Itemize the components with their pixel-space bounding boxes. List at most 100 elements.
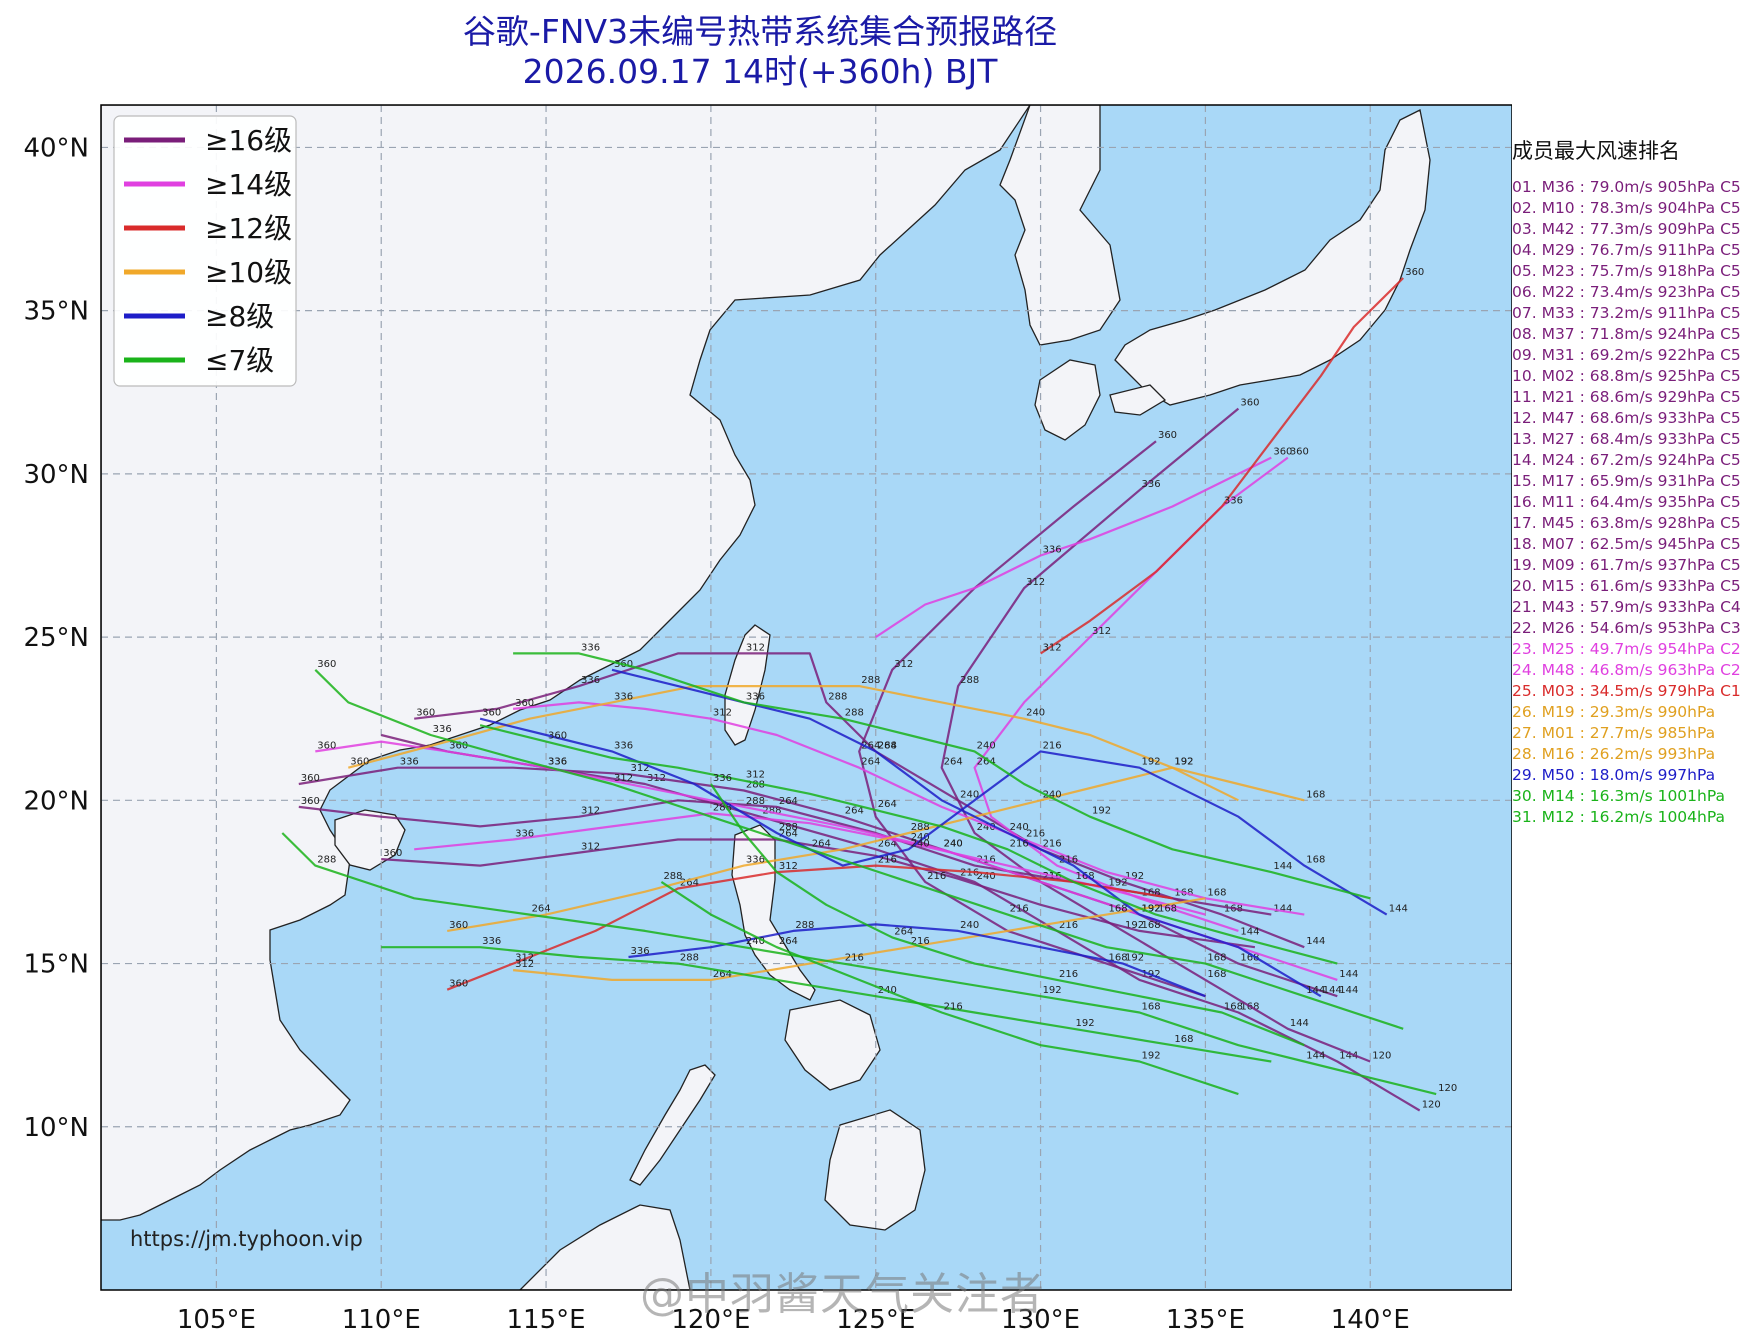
max-wind-ranking: 成员最大风速排名 01. M36 : 79.0m/s 905hPa C5 02. … <box>1512 135 1757 828</box>
forecast-hour-label: 336 <box>630 946 649 957</box>
forecast-hour-label: 192 <box>1125 871 1144 882</box>
palawan-island <box>629 1064 716 1186</box>
forecast-hour-label: 144 <box>1273 861 1292 872</box>
legend-label: ≥16级 <box>205 124 292 157</box>
forecast-hour-label: 216 <box>911 936 930 947</box>
forecast-hour-label: 216 <box>944 1002 963 1013</box>
forecast-hour-label: 336 <box>614 740 633 751</box>
ranking-item: 03. M42 : 77.3m/s 909hPa C5 <box>1512 220 1741 238</box>
forecast-hour-label: 240 <box>1010 822 1029 833</box>
forecast-hour-label: 336 <box>515 829 534 840</box>
forecast-hour-label: 168 <box>1207 969 1226 980</box>
forecast-hour-label: 192 <box>1141 904 1160 915</box>
forecast-hour-label: 240 <box>944 838 963 849</box>
lat-label: 10°N <box>23 1113 89 1143</box>
axis-labels: 40°N 35°N 30°N 25°N 20°N 15°N 10°N 105°E 110°E 11… <box>23 133 1409 1335</box>
forecast-hour-label: 168 <box>1076 871 1095 882</box>
ranking-item: 10. M02 : 68.8m/s 925hPa C5 <box>1512 367 1741 385</box>
forecast-hour-label: 144 <box>1306 936 1325 947</box>
forecast-hour-label: 360 <box>317 740 336 751</box>
forecast-hour-label: 336 <box>548 757 567 768</box>
forecast-hour-label: 360 <box>383 848 402 859</box>
forecast-hour-label: 216 <box>927 871 946 882</box>
forecast-track <box>381 946 1272 1063</box>
forecast-hour-label: 264 <box>944 757 963 768</box>
forecast-track <box>513 652 1371 900</box>
forecast-hour-label: 288 <box>795 920 814 931</box>
forecast-hour-label: 360 <box>350 757 369 768</box>
forecast-hour-label: 312 <box>746 770 765 781</box>
forecast-hour-label: 360 <box>482 708 501 719</box>
forecast-track <box>858 440 1206 998</box>
forecast-hour-label: 168 <box>1174 1034 1193 1045</box>
forecast-hour-label: 216 <box>1010 838 1029 849</box>
forecast-hour-label: 288 <box>680 953 699 964</box>
lon-label: 120°E <box>671 1305 750 1335</box>
forecast-hour-label: 312 <box>581 842 600 853</box>
forecast-hour-label: 168 <box>1158 904 1177 915</box>
lat-label: 40°N <box>23 133 89 163</box>
forecast-hour-label: 288 <box>845 708 864 719</box>
forecast-hour-label: 168 <box>1207 887 1226 898</box>
forecast-hour-label: 336 <box>1224 496 1243 507</box>
ranking-item: 20. M15 : 61.6m/s 933hPa C5 <box>1512 577 1741 595</box>
forecast-hour-label: 216 <box>845 953 864 964</box>
forecast-hour-label: 192 <box>1141 904 1160 915</box>
forecast-hour-label: 240 <box>944 838 963 849</box>
forecast-hour-label: 288 <box>861 675 880 686</box>
forecast-hour-label: 240 <box>1043 789 1062 800</box>
forecast-track <box>314 669 1404 1030</box>
visayas-islands <box>784 999 881 1091</box>
forecast-hour-label: 288 <box>828 691 847 702</box>
forecast-track <box>512 897 1206 981</box>
legend-box: ≥16级 ≥14级 ≥12级 ≥10级 ≥8级 ≤7级 <box>113 115 297 387</box>
ranking-item: 28. M16 : 26.2m/s 993hPa <box>1512 745 1716 763</box>
ranking-item: 08. M37 : 71.8m/s 924hPa C5 <box>1512 325 1741 343</box>
forecast-hour-label: 264 <box>845 806 864 817</box>
forecast-hour-label: 216 <box>1010 904 1029 915</box>
forecast-hour-label: 120 <box>1438 1083 1457 1094</box>
watermark: @中羽酱天气关注者 <box>640 1269 1045 1320</box>
forecast-hour-label: 216 <box>1059 969 1078 980</box>
forecast-hour-label: 240 <box>1026 708 1045 719</box>
source-url[interactable]: https://jm.typhoon.vip <box>130 1227 363 1251</box>
forecast-hour-label: 144 <box>1306 985 1325 996</box>
forecast-track <box>875 456 1272 639</box>
forecast-hour-label: 336 <box>1043 544 1062 555</box>
forecast-hour-label: 288 <box>746 780 765 791</box>
forecast-hour-label: 216 <box>1043 838 1062 849</box>
lat-label: 15°N <box>23 950 89 980</box>
forecast-hour-label: 192 <box>1125 953 1144 964</box>
forecast-hour-label: 288 <box>911 822 930 833</box>
ranking-item: 05. M23 : 75.7m/s 918hPa C5 <box>1512 262 1741 280</box>
forecast-track <box>611 668 1322 998</box>
lat-label: 25°N <box>23 623 89 653</box>
forecast-hour-label: 264 <box>680 877 699 888</box>
forecast-hour-label: 216 <box>1026 829 1045 840</box>
ranking-item: 07. M33 : 73.2m/s 911hPa C5 <box>1512 304 1741 322</box>
lat-label: 35°N <box>23 297 89 327</box>
ranking-item: 15. M17 : 65.9m/s 931hPa C5 <box>1512 472 1741 490</box>
hainan-island <box>334 809 406 871</box>
lon-label: 125°E <box>836 1305 915 1335</box>
forecast-hour-label: 240 <box>977 871 996 882</box>
forecast-hour-label: 168 <box>1240 953 1259 964</box>
forecast-hour-label: 264 <box>861 757 880 768</box>
legend-label: ≤7级 <box>205 344 274 377</box>
forecast-hour-label: 312 <box>515 953 534 964</box>
forecast-hour-label: 360 <box>515 698 534 709</box>
forecast-hour-label: 312 <box>614 773 633 784</box>
forecast-hour-label: 192 <box>1141 1050 1160 1061</box>
ranking-item: 22. M26 : 54.6m/s 953hPa C3 <box>1512 619 1741 637</box>
forecast-hour-label: 336 <box>433 724 452 735</box>
forecast-hour-label: 360 <box>1290 447 1309 458</box>
forecast-hour-label: 120 <box>1372 1050 1391 1061</box>
track-map: 1201441681922162402642883123363601201441… <box>23 104 1512 1335</box>
forecast-hour-label: 312 <box>894 659 913 670</box>
forecast-hour-label: 336 <box>746 855 765 866</box>
forecast-hour-label: 360 <box>1158 430 1177 441</box>
forecast-hour-label: 192 <box>1076 1018 1095 1029</box>
forecast-hour-label: 288 <box>746 796 765 807</box>
ranking-list: 01. M36 : 79.0m/s 905hPa C5 02. M10 : 78.… <box>1512 177 1757 828</box>
ranking-item: 27. M01 : 27.7m/s 985hPa <box>1512 724 1716 742</box>
